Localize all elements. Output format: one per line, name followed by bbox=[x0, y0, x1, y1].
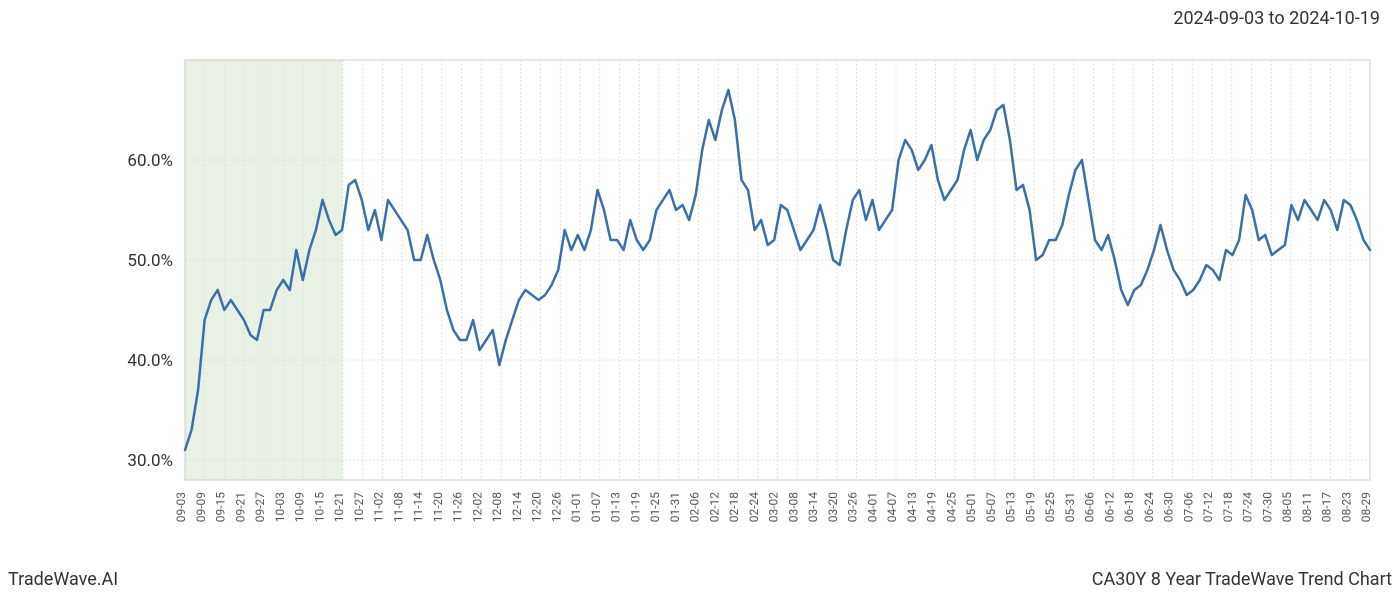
svg-text:01-07: 01-07 bbox=[589, 492, 603, 523]
svg-text:12-26: 12-26 bbox=[549, 492, 563, 523]
svg-text:03-20: 03-20 bbox=[826, 492, 840, 523]
svg-text:08-17: 08-17 bbox=[1320, 492, 1334, 523]
svg-text:30.0%: 30.0% bbox=[127, 451, 173, 471]
svg-text:03-14: 03-14 bbox=[806, 492, 820, 523]
svg-text:03-08: 03-08 bbox=[786, 492, 800, 523]
svg-text:01-31: 01-31 bbox=[668, 492, 682, 522]
date-range-label: 2024-09-03 to 2024-10-19 bbox=[1173, 8, 1380, 29]
svg-text:05-19: 05-19 bbox=[1023, 492, 1037, 522]
svg-text:10-21: 10-21 bbox=[332, 492, 346, 522]
svg-text:11-14: 11-14 bbox=[411, 492, 425, 523]
svg-text:60.0%: 60.0% bbox=[127, 151, 173, 171]
brand-label: TradeWave.AI bbox=[8, 569, 118, 590]
svg-text:05-25: 05-25 bbox=[1043, 492, 1057, 523]
svg-text:05-13: 05-13 bbox=[1004, 492, 1018, 522]
svg-text:02-06: 02-06 bbox=[688, 492, 702, 523]
svg-text:01-19: 01-19 bbox=[628, 492, 642, 522]
svg-text:11-26: 11-26 bbox=[451, 492, 465, 523]
svg-text:50.0%: 50.0% bbox=[127, 251, 173, 271]
svg-text:09-03: 09-03 bbox=[174, 492, 188, 522]
svg-text:07-06: 07-06 bbox=[1181, 492, 1195, 523]
svg-text:06-06: 06-06 bbox=[1083, 492, 1097, 523]
svg-text:09-27: 09-27 bbox=[253, 492, 267, 523]
svg-text:11-20: 11-20 bbox=[431, 492, 445, 523]
svg-text:12-08: 12-08 bbox=[490, 492, 504, 523]
svg-text:02-24: 02-24 bbox=[747, 492, 761, 523]
svg-text:07-18: 07-18 bbox=[1221, 492, 1235, 523]
svg-text:12-02: 12-02 bbox=[470, 492, 484, 523]
svg-text:07-12: 07-12 bbox=[1201, 492, 1215, 523]
svg-text:04-01: 04-01 bbox=[865, 492, 879, 522]
svg-text:11-08: 11-08 bbox=[391, 492, 405, 523]
svg-text:10-27: 10-27 bbox=[352, 492, 366, 523]
svg-text:06-30: 06-30 bbox=[1162, 492, 1176, 523]
svg-text:01-01: 01-01 bbox=[569, 492, 583, 522]
svg-text:05-07: 05-07 bbox=[984, 492, 998, 523]
svg-text:10-15: 10-15 bbox=[312, 492, 326, 523]
svg-text:04-13: 04-13 bbox=[905, 492, 919, 522]
svg-text:08-29: 08-29 bbox=[1359, 492, 1373, 522]
svg-text:08-23: 08-23 bbox=[1339, 492, 1353, 522]
svg-text:02-18: 02-18 bbox=[727, 492, 741, 523]
svg-text:06-18: 06-18 bbox=[1122, 492, 1136, 523]
svg-text:03-02: 03-02 bbox=[767, 492, 781, 523]
svg-text:12-20: 12-20 bbox=[530, 492, 544, 523]
chart-container: 2024-09-03 to 2024-10-19 30.0% 40.0% 50.0%… bbox=[0, 0, 1400, 600]
svg-text:12-14: 12-14 bbox=[510, 492, 524, 523]
svg-text:03-26: 03-26 bbox=[846, 492, 860, 523]
svg-text:08-11: 08-11 bbox=[1300, 492, 1314, 522]
svg-text:05-31: 05-31 bbox=[1063, 492, 1077, 522]
svg-text:09-09: 09-09 bbox=[194, 492, 208, 522]
svg-text:02-12: 02-12 bbox=[707, 492, 721, 523]
svg-text:04-07: 04-07 bbox=[885, 492, 899, 523]
svg-text:06-12: 06-12 bbox=[1102, 492, 1116, 523]
svg-text:08-05: 08-05 bbox=[1280, 492, 1294, 523]
svg-text:06-24: 06-24 bbox=[1142, 492, 1156, 523]
svg-text:09-15: 09-15 bbox=[214, 492, 228, 523]
svg-text:40.0%: 40.0% bbox=[127, 351, 173, 371]
svg-text:07-24: 07-24 bbox=[1241, 492, 1255, 523]
svg-text:09-21: 09-21 bbox=[233, 492, 247, 522]
svg-text:04-25: 04-25 bbox=[944, 492, 958, 523]
trend-chart: 30.0% 40.0% 50.0% 60.0% 09-03 09-09 09-15 09-21… bbox=[0, 0, 1400, 600]
svg-text:11-02: 11-02 bbox=[372, 492, 386, 523]
svg-text:05-01: 05-01 bbox=[964, 492, 978, 522]
svg-text:10-03: 10-03 bbox=[273, 492, 287, 522]
svg-text:04-19: 04-19 bbox=[925, 492, 939, 522]
svg-text:10-09: 10-09 bbox=[293, 492, 307, 522]
svg-text:01-13: 01-13 bbox=[609, 492, 623, 522]
chart-title: CA30Y 8 Year TradeWave Trend Chart bbox=[1092, 569, 1392, 590]
svg-text:07-30: 07-30 bbox=[1260, 492, 1274, 523]
svg-text:01-25: 01-25 bbox=[648, 492, 662, 523]
